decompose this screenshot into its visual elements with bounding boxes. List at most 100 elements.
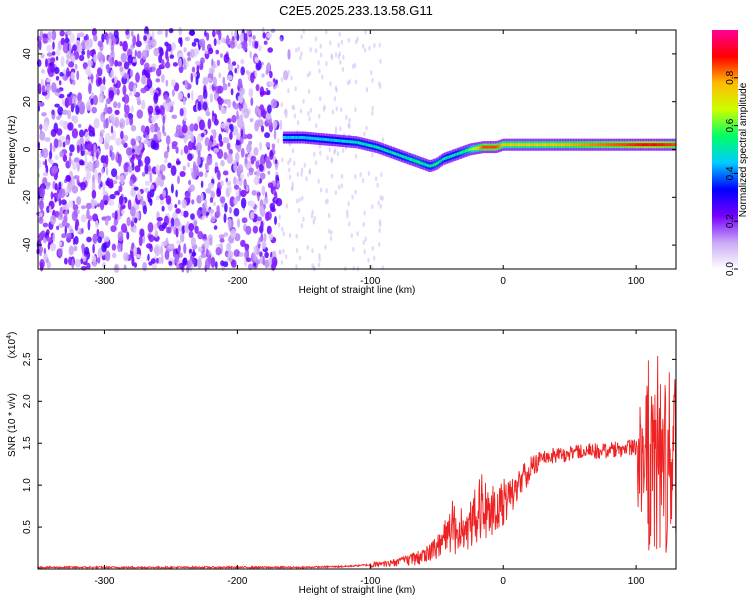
noise-blob	[121, 223, 127, 233]
noise-blob	[78, 43, 83, 54]
noise-blob	[81, 227, 84, 234]
noise-blob	[334, 147, 337, 153]
noise-blob	[86, 141, 93, 152]
noise-blob	[317, 60, 320, 66]
noise-blob	[247, 36, 253, 43]
noise-blob	[197, 246, 203, 253]
spectrogram-y-axis: -40 -20 0 20 40	[22, 48, 676, 252]
ridge-core	[365, 143, 368, 147]
noise-blob	[146, 72, 151, 79]
ridge-core	[298, 136, 301, 139]
noise-blob	[181, 124, 188, 134]
noise-blob	[46, 44, 53, 53]
noise-blob	[165, 195, 172, 205]
noise-blob	[248, 88, 254, 98]
ridge-core	[579, 143, 582, 147]
noise-blob	[226, 153, 233, 165]
noise-blob	[217, 170, 221, 181]
noise-blob	[96, 150, 99, 160]
noise-blob	[134, 217, 138, 224]
noise-blob	[157, 30, 163, 35]
noise-blob	[188, 248, 192, 254]
ridge-core	[297, 136, 300, 139]
noise-blob	[73, 208, 79, 218]
ridge-core	[394, 152, 397, 156]
noise-blob	[183, 57, 187, 69]
noise-blob	[258, 163, 264, 172]
noise-blob	[78, 159, 84, 166]
noise-blob	[161, 222, 167, 229]
noise-blob	[220, 180, 224, 187]
noise-blob	[226, 180, 232, 187]
noise-blob	[213, 225, 218, 230]
noise-blob	[144, 187, 150, 193]
noise-blob	[265, 111, 272, 120]
noise-blob	[214, 162, 219, 167]
noise-blob	[153, 110, 157, 116]
noise-blob	[121, 210, 125, 215]
noise-blob	[298, 197, 301, 203]
noise-field	[36, 26, 385, 274]
noise-blob	[49, 150, 53, 160]
ridge-core	[305, 136, 308, 140]
noise-blob	[177, 175, 180, 185]
noise-blob	[161, 59, 165, 68]
noise-blob	[123, 252, 129, 262]
ridge-core	[436, 162, 439, 166]
noise-blob	[144, 180, 150, 186]
noise-blob	[122, 96, 125, 102]
noise-blob	[258, 108, 261, 120]
noise-blob	[149, 172, 153, 183]
noise-blob	[95, 73, 99, 79]
noise-blob	[54, 66, 60, 75]
noise-blob	[273, 129, 277, 140]
ridge-core	[522, 143, 525, 147]
ridge-core	[367, 143, 370, 147]
noise-blob	[213, 118, 219, 126]
ridge-core	[541, 143, 544, 147]
noise-blob	[46, 260, 51, 269]
noise-blob	[73, 175, 80, 180]
noise-blob	[209, 237, 213, 246]
noise-blob	[308, 170, 311, 175]
noise-blob	[283, 109, 287, 115]
noise-blob	[207, 144, 211, 152]
noise-blob	[197, 150, 201, 159]
noise-blob	[191, 257, 195, 265]
noise-blob	[300, 223, 304, 229]
noise-blob	[271, 143, 276, 150]
ridge-core	[546, 143, 549, 147]
noise-blob	[123, 264, 127, 270]
ridge-core	[343, 139, 346, 143]
ridge-core	[632, 143, 635, 147]
noise-blob	[51, 30, 57, 41]
noise-blob	[114, 109, 120, 116]
noise-blob	[123, 94, 130, 104]
noise-blob	[36, 35, 41, 43]
noise-blob	[97, 40, 103, 47]
noise-blob	[79, 32, 85, 38]
ridge-core	[318, 137, 321, 141]
noise-blob	[274, 216, 277, 225]
noise-blob	[107, 199, 115, 206]
noise-blob	[61, 233, 67, 239]
noise-blob	[97, 257, 101, 264]
noise-blob	[69, 144, 75, 153]
noise-blob	[335, 87, 338, 93]
noise-blob	[52, 233, 56, 243]
noise-blob	[162, 123, 165, 135]
noise-blob	[268, 233, 274, 241]
x-tick-label: -200	[227, 276, 247, 287]
ridge-core	[314, 137, 317, 141]
noise-blob	[87, 219, 91, 231]
noise-blob	[71, 128, 78, 139]
noise-blob	[151, 264, 157, 269]
noise-blob	[219, 238, 225, 243]
ridge-core	[495, 145, 498, 149]
noise-blob	[161, 74, 165, 83]
colorbar-tick-label: 0.8	[725, 70, 736, 84]
noise-blob	[88, 125, 94, 133]
noise-blob	[318, 68, 321, 74]
noise-blob	[62, 109, 68, 115]
noise-blob	[106, 97, 112, 105]
